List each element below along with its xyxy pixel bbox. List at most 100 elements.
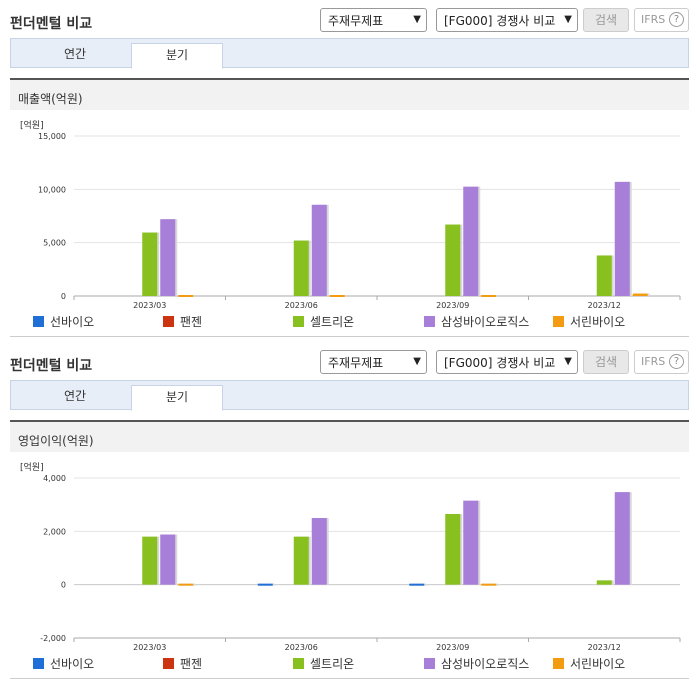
- tab-quarterly[interactable]: 분기: [131, 43, 223, 69]
- bar-series-4[interactable]: [481, 583, 497, 586]
- period-tabs: 연간 분기: [10, 38, 689, 69]
- peer-select[interactable]: [FG000] 경쟁사 비교 ▼: [436, 350, 578, 374]
- help-icon[interactable]: ?: [669, 12, 684, 27]
- y-tick-label: 0: [61, 292, 66, 301]
- statement-select[interactable]: 주재무제표 ▼: [320, 350, 427, 374]
- legend-swatch: [553, 658, 564, 669]
- fundamental-panel-operating-income: 펀더멘털 비교 주재무제표 ▼ [FG000] 경쟁사 비교 ▼ 검색 IFRS…: [0, 342, 696, 684]
- y-tick-label: -2,000: [40, 634, 66, 643]
- legend-item[interactable]: 선바이오: [33, 313, 94, 330]
- panel-header: 펀더멘털 비교 주재무제표 ▼ [FG000] 경쟁사 비교 ▼ 검색 IFRS…: [0, 342, 696, 374]
- y-tick-label: 0: [61, 581, 66, 590]
- legend-item[interactable]: 셀트리온: [293, 655, 354, 672]
- bar-series-2[interactable]: [445, 224, 461, 296]
- legend-label: 서린바이오: [570, 315, 626, 329]
- legend-swatch: [293, 658, 304, 669]
- bar-series-2[interactable]: [596, 255, 612, 296]
- legend-label: 삼성바이오로직스: [441, 315, 530, 329]
- bar-series-2[interactable]: [445, 514, 461, 585]
- revenue-chart: 0 5,000 10,000 15,000 2023/03 2023/06 2023/09 2…: [38, 132, 681, 308]
- peer-select-value: [FG000] 경쟁사 비교: [444, 14, 556, 28]
- peer-select[interactable]: [FG000] 경쟁사 비교 ▼: [436, 8, 578, 32]
- section-header: 매출액(억원): [10, 78, 689, 110]
- panel-header: 펀더멘털 비교 주재무제표 ▼ [FG000] 경쟁사 비교 ▼ 검색 IFRS…: [0, 0, 696, 32]
- chart-legend: 선바이오 팬젠 셀트리온 삼성바이오로직스 서린바이오: [0, 313, 696, 333]
- x-tick-label: 2023/03: [133, 301, 166, 308]
- legend-swatch: [293, 316, 304, 327]
- x-tick-label: 2023/09: [436, 301, 469, 308]
- legend-label: 팬젠: [180, 657, 203, 671]
- bar-series-2[interactable]: [293, 240, 309, 296]
- legend-label: 서린바이오: [570, 657, 626, 671]
- bar-series-2[interactable]: [142, 232, 158, 296]
- bar-series-4[interactable]: [481, 295, 497, 297]
- search-button[interactable]: 검색: [583, 350, 629, 374]
- bar-series-4[interactable]: [632, 293, 648, 296]
- bar-series-4[interactable]: [178, 583, 194, 586]
- bar-series-3[interactable]: [311, 204, 327, 296]
- legend-item[interactable]: 서린바이오: [553, 313, 625, 330]
- legend-item[interactable]: 삼성바이오로직스: [424, 655, 529, 672]
- fundamental-panel-revenue: 펀더멘털 비교 주재무제표 ▼ [FG000] 경쟁사 비교 ▼ 검색 IFRS…: [0, 0, 696, 337]
- legend-item[interactable]: 팬젠: [163, 313, 202, 330]
- legend-item[interactable]: 서린바이오: [553, 655, 625, 672]
- operating-income-chart: -2,000 0 2,000 4,000 2023/03 2023/06 2023/09 20…: [40, 474, 681, 650]
- chevron-down-icon: ▼: [564, 14, 572, 25]
- ifrs-label: IFRS: [641, 13, 666, 26]
- search-button[interactable]: 검색: [583, 8, 629, 32]
- unit-label: [억원]: [20, 463, 44, 473]
- x-tick-label: 2023/12: [588, 301, 621, 308]
- ifrs-button[interactable]: IFRS ?: [634, 350, 689, 374]
- legend-swatch: [424, 316, 435, 327]
- ifrs-label: IFRS: [641, 355, 666, 368]
- section-header: 영업이익(억원): [10, 420, 689, 452]
- legend-item[interactable]: 팬젠: [163, 655, 202, 672]
- bar-series-3[interactable]: [463, 500, 479, 585]
- tab-quarterly[interactable]: 분기: [131, 385, 223, 411]
- chevron-down-icon: ▼: [413, 356, 421, 367]
- period-tabs: 연간 분기: [10, 380, 689, 411]
- y-tick-label: 4,000: [43, 474, 66, 483]
- legend-item[interactable]: 선바이오: [33, 655, 94, 672]
- legend-swatch: [553, 316, 564, 327]
- peer-select-value: [FG000] 경쟁사 비교: [444, 356, 556, 370]
- bar-series-4[interactable]: [178, 295, 194, 297]
- tab-annual[interactable]: 연간: [63, 47, 87, 61]
- divider: [10, 678, 689, 679]
- bar-series-2[interactable]: [293, 536, 309, 585]
- bar-series-2[interactable]: [596, 580, 612, 585]
- x-tick-label: 2023/06: [285, 301, 318, 308]
- bar-series-3[interactable]: [160, 534, 176, 585]
- legend-item[interactable]: 삼성바이오로직스: [424, 313, 529, 330]
- legend-label: 선바이오: [50, 657, 95, 671]
- legend-item[interactable]: 셀트리온: [293, 313, 354, 330]
- statement-select-value: 주재무제표: [328, 356, 384, 370]
- bar-series-2[interactable]: [142, 536, 158, 585]
- x-tick-label: 2023/06: [285, 643, 318, 650]
- bar-series-3[interactable]: [614, 492, 630, 585]
- y-tick-label: 2,000: [43, 527, 66, 536]
- bar-series-3[interactable]: [160, 219, 176, 296]
- statement-select[interactable]: 주재무제표 ▼: [320, 8, 427, 32]
- bar-series-4[interactable]: [329, 295, 345, 297]
- chevron-down-icon: ▼: [564, 356, 572, 367]
- panel-title: 펀더멘털 비교: [10, 358, 93, 374]
- legend-label: 팬젠: [180, 315, 203, 329]
- chevron-down-icon: ▼: [413, 14, 421, 25]
- y-tick-label: 15,000: [38, 132, 66, 141]
- help-icon[interactable]: ?: [669, 354, 684, 369]
- legend-swatch: [33, 316, 44, 327]
- legend-label: 삼성바이오로직스: [441, 657, 530, 671]
- tab-annual[interactable]: 연간: [63, 389, 87, 403]
- bar-series-3[interactable]: [463, 186, 479, 296]
- bar-series-3[interactable]: [311, 518, 327, 585]
- legend-swatch: [163, 658, 174, 669]
- bar-series-3[interactable]: [614, 181, 630, 296]
- statement-select-value: 주재무제표: [328, 14, 384, 28]
- legend-label: 셀트리온: [310, 315, 355, 329]
- bar-series-0[interactable]: [257, 583, 273, 586]
- bar-series-0[interactable]: [409, 583, 425, 586]
- ifrs-button[interactable]: IFRS ?: [634, 8, 689, 32]
- x-tick-label: 2023/09: [436, 643, 469, 650]
- y-tick-label: 5,000: [43, 239, 66, 248]
